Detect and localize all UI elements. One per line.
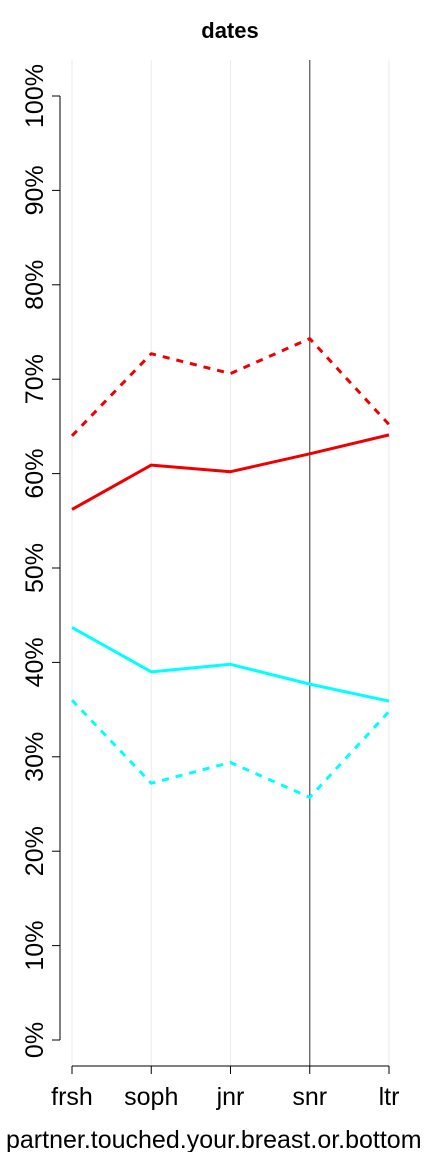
y-tick-label: 80% (21, 260, 49, 310)
series-lines (70, 337, 391, 799)
chart-title: dates (201, 18, 258, 43)
series-line-2 (70, 337, 391, 437)
series-line-3 (71, 626, 390, 703)
y-tick-label: 100% (21, 64, 49, 128)
x-tick-label: jnr (216, 1083, 245, 1111)
x-tick-label: frsh (51, 1083, 93, 1111)
y-tick-label: 40% (21, 637, 49, 687)
y-tick-label: 60% (21, 449, 49, 499)
x-tick-label: snr (292, 1083, 327, 1111)
y-axis: 0% 10% 20% 30% 40% 50% 60% 70% 80% 90% 100% (21, 64, 61, 1058)
x-axis-label: partner.touched.your.breast.or.bottom (6, 1126, 422, 1152)
x-axis: frsh soph jnr snr ltr (51, 1065, 400, 1111)
y-tick-label: 90% (21, 165, 49, 215)
series-line-4 (70, 699, 391, 799)
x-tick-label: soph (124, 1083, 178, 1111)
y-tick-label: 10% (21, 921, 49, 971)
y-tick-label: 50% (21, 543, 49, 593)
y-tick-label: 0% (21, 1022, 49, 1058)
y-tick-label: 70% (21, 354, 49, 404)
y-tick-label: 30% (21, 732, 49, 782)
y-tick-label: 20% (21, 826, 49, 876)
series-line-1 (71, 433, 390, 511)
x-tick-label: ltr (379, 1083, 400, 1111)
vertical-grid (71, 60, 390, 1066)
